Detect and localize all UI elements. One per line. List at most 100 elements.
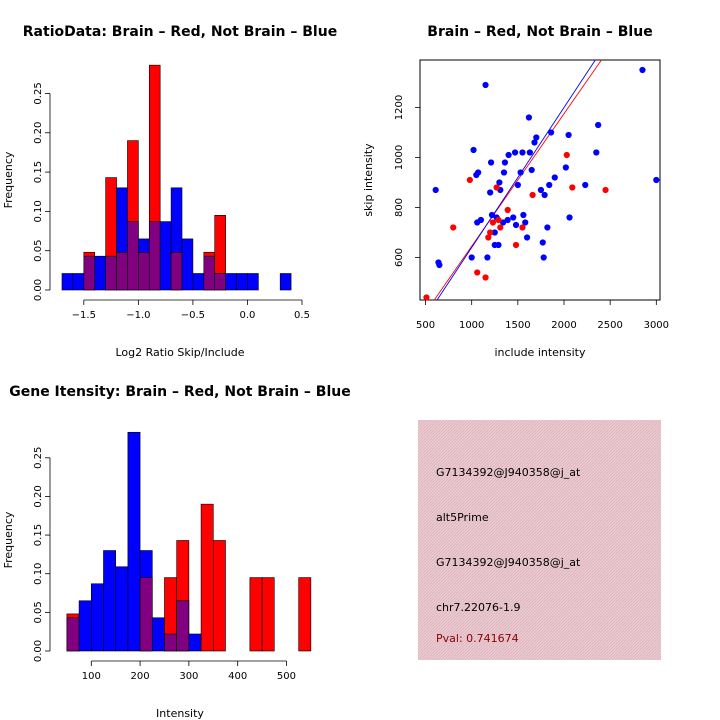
scatter-point (495, 216, 502, 224)
scatter-point (537, 186, 545, 194)
intensity-scatter-title: Brain – Red, Not Brain – Blue (427, 24, 652, 40)
p3-bar (115, 566, 129, 652)
scatter-x-tick-label: 3000 (644, 320, 669, 331)
scatter-point (423, 294, 430, 301)
p3-y-tick-label: 0.25 (33, 447, 44, 469)
scatter-point (562, 164, 569, 171)
p1-overlap-bar (116, 251, 128, 291)
scatter-point (482, 274, 489, 281)
p1-x-tick-label: 0.5 (294, 310, 310, 321)
p3-y-tick-label: 0.10 (33, 563, 44, 585)
intensity-scatter-x-axis: 500 1000 1500 2000 2500 3000 (416, 300, 669, 331)
ratio-histogram-y-axis: 0.00 0.05 0.10 0.15 0.20 0.25 (33, 82, 51, 301)
scatter-point (653, 176, 660, 184)
p1-bar (279, 273, 292, 291)
info-pval: Pval: 0.741674 (436, 632, 519, 645)
p1-y-tick-label: 0.10 (33, 200, 44, 222)
p3-overlap-bar (164, 633, 177, 652)
p3-overlap-bar (176, 600, 190, 652)
p1-overlap-bar (127, 221, 139, 291)
scatter-point (487, 159, 495, 166)
gene-intensity-histogram-title: Gene Itensity: Brain – Red, Not Brain – … (9, 384, 351, 400)
info-panel-background (418, 420, 661, 660)
ratio-histogram-xlabel: Log2 Ratio Skip/Include (115, 346, 244, 359)
p3-bar (212, 540, 226, 652)
scatter-point (499, 219, 507, 226)
info-probe-id-repeat: G7134392@J940358@j_at (436, 556, 581, 569)
p1-y-tick-label: 0.00 (33, 279, 44, 301)
ratio-histogram-x-axis: −1.5 −1.0 −0.5 0.0 0.5 (72, 299, 310, 321)
scatter-point (522, 219, 529, 226)
ratio-histogram-ylabel: Frequency (2, 151, 15, 208)
p1-bar (247, 273, 259, 291)
scatter-point (529, 191, 536, 199)
scatter-point (595, 121, 602, 129)
scatter-point (500, 169, 508, 176)
scatter-point (485, 234, 492, 241)
scatter-point (511, 149, 519, 156)
intensity-scatter-points (423, 66, 660, 301)
scatter-point (470, 146, 477, 154)
p1-bar (61, 273, 74, 291)
gene-intensity-histogram-ylabel: Frequency (2, 511, 15, 568)
scatter-point (525, 114, 533, 121)
scatter-point (488, 211, 496, 219)
scatter-point (540, 254, 547, 261)
scatter-point (639, 66, 646, 74)
scatter-point (487, 229, 494, 236)
gene-intensity-histogram-x-axis: 100 200 300 400 500 (82, 660, 296, 682)
p1-bar (94, 255, 106, 291)
p1-bar (72, 273, 85, 291)
scatter-point (489, 219, 497, 226)
scatter-point (468, 254, 475, 261)
scatter-point (533, 134, 540, 141)
scatter-x-tick-label: 2500 (597, 320, 622, 331)
scatter-point (504, 206, 511, 214)
scatter-point (484, 254, 491, 261)
ratio-histogram-bars (61, 64, 292, 291)
scatter-point (466, 176, 473, 184)
scatter-x-tick-label: 2000 (551, 320, 576, 331)
p3-x-tick-label: 100 (82, 671, 101, 682)
p3-y-tick-label: 0.15 (33, 524, 44, 546)
p1-overlap-bar (83, 255, 96, 291)
fit-line (436, 59, 596, 301)
p1-y-tick-label: 0.05 (33, 240, 44, 262)
scatter-point (487, 189, 494, 196)
scatter-point (510, 214, 517, 221)
p3-y-tick-label: 0.20 (33, 485, 44, 507)
p3-y-tick-label: 0.00 (33, 640, 44, 662)
scatter-point (526, 149, 533, 156)
scatter-point (539, 239, 546, 246)
scatter-point (517, 169, 524, 176)
gene-intensity-histogram-xlabel: Intensity (156, 707, 204, 720)
p1-x-tick-label: −1.5 (72, 310, 96, 321)
p1-x-tick-label: −0.5 (181, 310, 205, 321)
intensity-scatter-y-axis: 600 800 1000 1200 (394, 95, 420, 267)
scatter-point (432, 186, 439, 194)
scatter-point (504, 216, 511, 224)
info-location: chr7.22076-1.9 (436, 601, 521, 614)
p3-y-tick-label: 0.05 (33, 601, 44, 623)
p3-bar (151, 617, 165, 652)
scatter-point (563, 151, 570, 159)
scatter-point (495, 241, 502, 249)
p3-bar (90, 583, 104, 652)
p1-overlap-bar (214, 273, 226, 291)
scatter-point (512, 241, 520, 249)
scatter-y-tick-label: 1000 (394, 145, 405, 170)
p1-bar (181, 238, 194, 291)
scatter-point (565, 131, 572, 139)
scatter-point (544, 224, 551, 231)
p1-overlap-bar (148, 221, 161, 291)
p1-y-tick-label: 0.25 (33, 82, 44, 104)
p3-overlap-bar (139, 577, 153, 652)
p1-bar (225, 273, 237, 291)
scatter-point (593, 149, 600, 156)
p3-x-tick-label: 500 (277, 671, 296, 682)
scatter-point (497, 224, 504, 231)
info-panel: G7134392@J940358@j_at alt5Prime G7134392… (418, 420, 661, 660)
p1-x-tick-label: 0.0 (240, 310, 256, 321)
p3-bar (103, 550, 116, 652)
